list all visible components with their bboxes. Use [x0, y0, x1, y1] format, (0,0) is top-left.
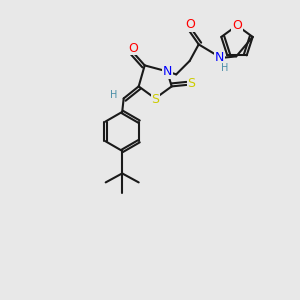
Text: S: S [187, 77, 195, 90]
Text: O: O [185, 18, 195, 32]
Text: N: N [215, 51, 224, 64]
Text: H: H [110, 90, 117, 100]
Text: O: O [128, 42, 138, 55]
Text: S: S [151, 93, 159, 106]
Text: N: N [163, 65, 172, 78]
Text: H: H [221, 63, 229, 74]
Text: O: O [232, 19, 242, 32]
